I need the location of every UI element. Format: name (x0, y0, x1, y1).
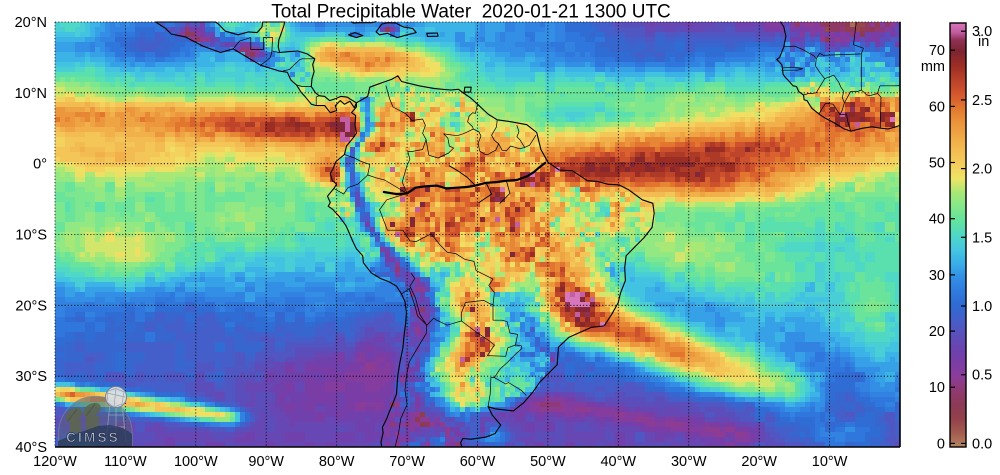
svg-text:0: 0 (937, 436, 945, 452)
svg-text:0.5: 0.5 (972, 368, 992, 384)
svg-text:40°S: 40°S (15, 440, 47, 456)
svg-text:10°N: 10°N (15, 86, 47, 102)
svg-text:Total Precipitable Water 2020: Total Precipitable Water 2020-01-21 1300… (271, 2, 671, 23)
svg-text:40°W: 40°W (600, 454, 636, 470)
svg-text:120°W: 120°W (33, 454, 77, 470)
svg-text:60: 60 (929, 99, 945, 115)
svg-text:1.0: 1.0 (972, 299, 992, 315)
svg-text:90°W: 90°W (248, 454, 284, 470)
svg-text:CIMSS: CIMSS (66, 430, 120, 445)
svg-text:30°S: 30°S (15, 369, 47, 385)
svg-text:2.0: 2.0 (972, 162, 992, 178)
svg-text:80°W: 80°W (319, 454, 355, 470)
svg-text:50: 50 (929, 156, 945, 172)
svg-text:60°W: 60°W (460, 454, 496, 470)
svg-text:70°W: 70°W (389, 454, 425, 470)
svg-text:30°W: 30°W (671, 454, 707, 470)
svg-text:50°W: 50°W (530, 454, 566, 470)
svg-text:0°: 0° (33, 157, 47, 173)
svg-text:70: 70 (929, 43, 945, 59)
svg-text:0.0: 0.0 (972, 436, 992, 452)
svg-text:110°W: 110°W (104, 454, 147, 470)
svg-text:30: 30 (929, 268, 945, 284)
svg-text:in: in (978, 34, 989, 50)
svg-text:20°W: 20°W (741, 454, 777, 470)
svg-text:100°W: 100°W (174, 454, 218, 470)
svg-text:10°S: 10°S (15, 228, 47, 244)
svg-text:20°N: 20°N (15, 15, 47, 31)
svg-text:1.5: 1.5 (972, 230, 992, 246)
svg-text:2.5: 2.5 (972, 93, 992, 109)
svg-text:10°W: 10°W (812, 454, 848, 470)
svg-text:20: 20 (929, 324, 945, 340)
svg-text:3.0: 3.0 (972, 24, 992, 40)
svg-text:mm: mm (921, 59, 945, 75)
svg-text:40: 40 (929, 212, 945, 228)
svg-text:20°S: 20°S (15, 298, 47, 314)
svg-text:10: 10 (929, 380, 945, 396)
